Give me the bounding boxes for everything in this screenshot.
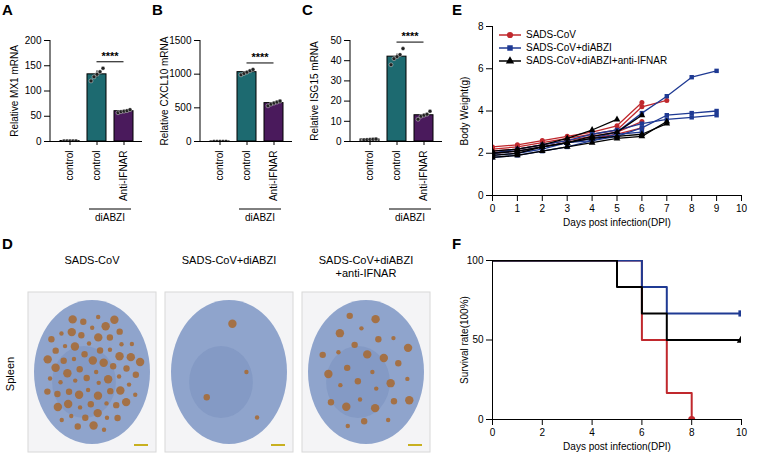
svg-text:control: control (64, 151, 75, 181)
svg-text:2: 2 (540, 203, 546, 214)
svg-text:500: 500 (175, 102, 192, 113)
svg-text:Anti-IFNAR: Anti-IFNAR (118, 151, 129, 202)
svg-text:1500: 1500 (169, 35, 192, 46)
svg-text:Body Weight(g): Body Weight(g) (459, 77, 470, 146)
svg-text:diABZI: diABZI (95, 212, 125, 223)
svg-text:1000: 1000 (169, 68, 192, 79)
html-text:SADS-CoV+diABZI+anti-IFNAR: SADS-CoV+diABZI+anti-IFNAR (526, 55, 668, 66)
html-text:C: C (302, 1, 313, 18)
svg-text:6: 6 (639, 203, 645, 214)
svg-text:50: 50 (472, 334, 484, 345)
svg-text:5: 5 (614, 203, 620, 214)
svg-text:2: 2 (478, 147, 484, 158)
svg-text:control: control (364, 151, 375, 181)
svg-text:8: 8 (689, 203, 695, 214)
svg-text:SADS-CoV+diABZI: SADS-CoV+diABZI (182, 254, 276, 266)
svg-text:3: 3 (564, 203, 570, 214)
svg-text:Relative ISG15 mRNA: Relative ISG15 mRNA (309, 41, 320, 141)
svg-text:0: 0 (490, 203, 496, 214)
svg-text:30: 30 (330, 75, 342, 86)
svg-text:0: 0 (336, 136, 342, 147)
svg-text:0: 0 (478, 190, 484, 201)
svg-text:4: 4 (478, 105, 484, 116)
svg-text:****: **** (401, 30, 419, 42)
svg-text:****: **** (101, 50, 119, 62)
svg-text:0: 0 (490, 427, 496, 438)
svg-text:Days post infection(DPI): Days post infection(DPI) (563, 441, 671, 452)
svg-text:1: 1 (515, 203, 521, 214)
svg-text:****: **** (251, 51, 269, 63)
svg-text:9: 9 (714, 203, 720, 214)
svg-text:diABZI: diABZI (245, 212, 275, 223)
html-text:D: D (2, 235, 13, 252)
svg-text:Spleen: Spleen (4, 357, 16, 391)
svg-text:10: 10 (736, 427, 748, 438)
svg-text:100: 100 (467, 255, 484, 266)
svg-text:Anti-IFNAR: Anti-IFNAR (418, 151, 429, 202)
html-text:SADS-CoV: SADS-CoV (526, 29, 576, 40)
html-text:E: E (452, 1, 462, 18)
svg-text:7: 7 (664, 203, 670, 214)
svg-text:2: 2 (540, 427, 546, 438)
svg-text:20: 20 (330, 95, 342, 106)
svg-text:+anti-IFNAR: +anti-IFNAR (336, 267, 397, 279)
svg-text:Relative MX1 mRNA: Relative MX1 mRNA (9, 45, 20, 137)
svg-text:100: 100 (25, 85, 42, 96)
svg-text:150: 150 (25, 60, 42, 71)
svg-text:SADS-CoV: SADS-CoV (64, 254, 120, 266)
svg-text:SADS-CoV+diABZI: SADS-CoV+diABZI (319, 254, 413, 266)
svg-text:Survival rate(100%): Survival rate(100%) (459, 296, 470, 384)
svg-text:10: 10 (330, 116, 342, 127)
html-text:A: A (2, 1, 13, 18)
svg-text:control: control (214, 151, 225, 181)
svg-text:50: 50 (330, 35, 342, 46)
svg-text:8: 8 (689, 427, 695, 438)
svg-text:Relative CXCL10 mRNA: Relative CXCL10 mRNA (159, 36, 170, 145)
svg-text:control: control (241, 151, 252, 181)
html-text:F: F (452, 235, 462, 252)
svg-text:50: 50 (30, 110, 42, 121)
svg-text:Anti-IFNAR: Anti-IFNAR (268, 151, 279, 202)
svg-text:Days post infection(DPI): Days post infection(DPI) (563, 217, 671, 228)
svg-text:control: control (91, 151, 102, 181)
svg-text:control: control (391, 151, 402, 181)
svg-text:200: 200 (25, 35, 42, 46)
svg-text:0: 0 (36, 136, 42, 147)
html-text:SADS-CoV+diABZI: SADS-CoV+diABZI (526, 42, 612, 53)
svg-text:0: 0 (186, 136, 192, 147)
svg-text:6: 6 (639, 427, 645, 438)
svg-text:diABZI: diABZI (395, 212, 425, 223)
svg-text:4: 4 (589, 203, 595, 214)
svg-text:0: 0 (478, 414, 484, 425)
svg-text:6: 6 (478, 63, 484, 74)
svg-text:10: 10 (736, 203, 748, 214)
svg-text:8: 8 (478, 21, 484, 32)
svg-text:40: 40 (330, 55, 342, 66)
svg-text:4: 4 (589, 427, 595, 438)
html-text:B: B (152, 1, 163, 18)
